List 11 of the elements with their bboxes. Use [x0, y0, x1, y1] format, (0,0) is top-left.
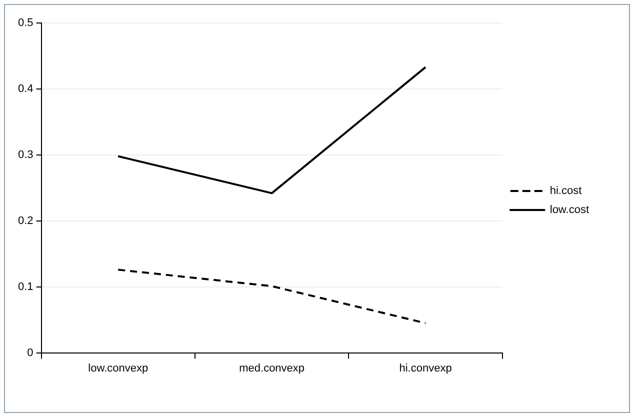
legend-label: hi.cost [550, 185, 582, 198]
x-tick-label: med.convexp [239, 362, 305, 374]
y-tick-label: 0.1 [18, 280, 34, 293]
y-tick-label: 0.2 [18, 214, 34, 227]
legend-label: low.cost [550, 204, 590, 216]
y-tick-label: 0.4 [18, 82, 34, 95]
y-tick-label: 0.3 [18, 148, 34, 161]
x-tick-label: low.convexp [88, 362, 148, 374]
y-tick-label: 0.5 [18, 17, 34, 30]
x-tick-label: hi.convexp [399, 362, 452, 374]
y-tick-label: 0 [27, 346, 34, 359]
